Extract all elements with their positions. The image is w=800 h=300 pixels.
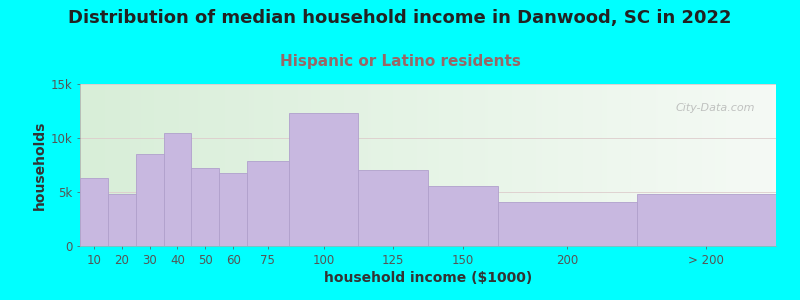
Y-axis label: households: households [33, 120, 46, 210]
Bar [80, 178, 108, 246]
X-axis label: household income ($1000): household income ($1000) [324, 271, 532, 285]
Bar [108, 194, 136, 246]
Bar [163, 133, 191, 246]
Bar [136, 154, 163, 246]
Bar [358, 170, 428, 246]
Bar [191, 168, 219, 246]
Bar [498, 202, 637, 246]
Bar [428, 185, 498, 246]
Bar [247, 161, 289, 246]
Bar [219, 172, 247, 246]
Text: Hispanic or Latino residents: Hispanic or Latino residents [279, 54, 521, 69]
Text: City-Data.com: City-Data.com [676, 103, 755, 113]
Text: Distribution of median household income in Danwood, SC in 2022: Distribution of median household income … [68, 9, 732, 27]
Bar [637, 194, 776, 246]
Bar [289, 113, 358, 246]
